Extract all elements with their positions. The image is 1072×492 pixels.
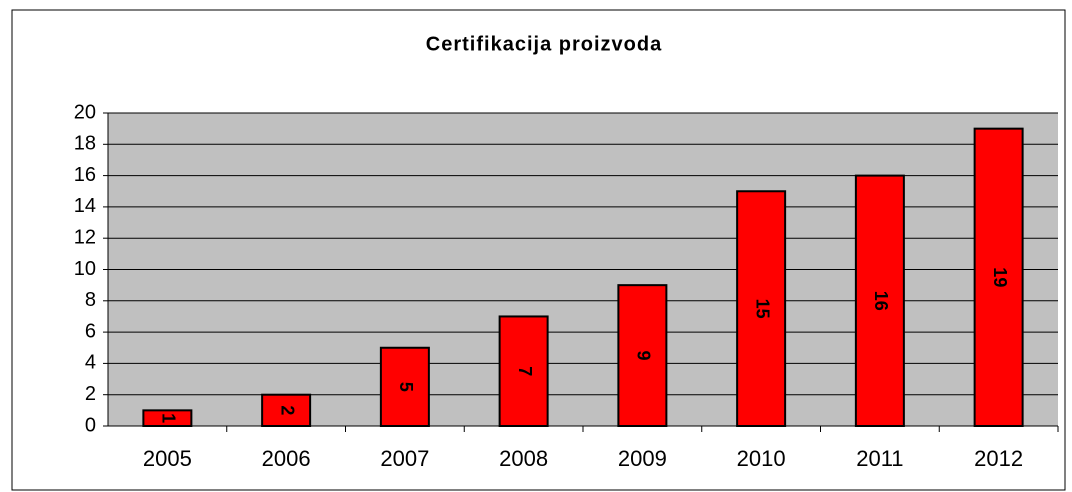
- bar: [379, 346, 430, 427]
- data-label: 19: [990, 267, 1010, 287]
- x-tick-label: 2005: [143, 446, 192, 471]
- y-tick-label: 18: [74, 133, 96, 155]
- y-tick-label: 0: [85, 414, 96, 436]
- x-tick-label: 2010: [737, 446, 786, 471]
- data-label: 7: [515, 366, 535, 376]
- data-label: 15: [752, 299, 772, 319]
- x-tick-label: 2006: [262, 446, 311, 471]
- bar: [854, 174, 905, 427]
- bar: [736, 190, 787, 427]
- bar: [973, 127, 1024, 427]
- y-tick-label: 16: [74, 164, 96, 186]
- x-tick-label: 2009: [618, 446, 667, 471]
- y-tick-label: 10: [74, 258, 96, 280]
- bar: [261, 393, 312, 428]
- data-label: 5: [396, 382, 416, 392]
- x-tick-label: 2011: [856, 446, 903, 471]
- y-tick-label: 20: [74, 101, 96, 123]
- data-label: 9: [634, 351, 654, 361]
- chart-title: Certifikacija proizvoda: [426, 33, 662, 55]
- y-tick-label: 14: [74, 195, 96, 217]
- x-tick-label: 2007: [380, 446, 429, 471]
- x-tick-label: 2012: [974, 446, 1023, 471]
- bar: [142, 409, 193, 428]
- y-tick-label: 8: [85, 289, 96, 311]
- data-label: 1: [159, 413, 179, 423]
- y-tick-label: 6: [85, 320, 96, 342]
- bar: [617, 284, 668, 427]
- y-tick-label: 2: [85, 383, 96, 405]
- y-tick-label: 4: [85, 352, 96, 374]
- data-label: 2: [277, 405, 297, 415]
- y-tick-label: 12: [74, 226, 96, 248]
- bar: [498, 315, 549, 428]
- data-label: 16: [871, 291, 891, 311]
- x-tick-label: 2008: [499, 446, 548, 471]
